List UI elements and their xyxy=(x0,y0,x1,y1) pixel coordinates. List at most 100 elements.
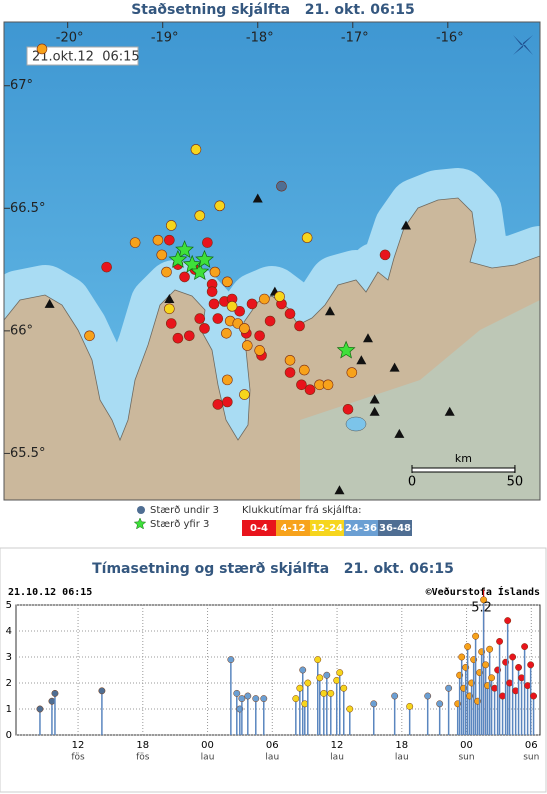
quake xyxy=(299,364,310,376)
x-tick-label: 12 xyxy=(72,740,85,751)
quake xyxy=(241,340,253,351)
quake-point xyxy=(336,669,344,677)
quake xyxy=(156,249,168,261)
x-tick-label: 00 xyxy=(460,740,473,751)
quake xyxy=(165,220,177,231)
quake xyxy=(304,384,316,395)
quake xyxy=(222,276,233,288)
quake xyxy=(209,266,221,278)
quake xyxy=(206,286,218,297)
quake-point xyxy=(304,679,312,687)
lat-tick-label: 66° xyxy=(10,323,33,338)
legend-swatch xyxy=(276,520,310,536)
quake xyxy=(274,291,285,302)
quake xyxy=(222,374,233,386)
x-tick-label: 00 xyxy=(201,740,214,751)
quake-point xyxy=(491,684,499,692)
quake xyxy=(226,301,238,312)
quake xyxy=(296,379,307,391)
legend-swatch xyxy=(242,520,276,536)
quake xyxy=(239,389,250,400)
quake-point xyxy=(316,674,324,682)
quake-point xyxy=(499,692,507,700)
quake-point xyxy=(244,692,252,700)
legend-label: 24-36 xyxy=(345,523,377,534)
large-quake xyxy=(190,262,210,281)
quake xyxy=(36,43,48,55)
station xyxy=(252,193,263,203)
legend-swatch xyxy=(378,520,412,536)
quake-point xyxy=(233,689,241,697)
y-tick-label: 3 xyxy=(6,652,12,663)
quake xyxy=(379,249,391,261)
legend-label: 0-4 xyxy=(250,523,268,534)
lat-tick-label: 67° xyxy=(10,78,33,93)
x-tick-day: fös xyxy=(71,753,85,763)
map-title: Staðsetning skjálfta 21. okt. 06:15 xyxy=(131,2,415,18)
map-frame xyxy=(3,21,541,501)
quake xyxy=(284,367,296,378)
quake xyxy=(254,345,265,356)
legend-swatch xyxy=(344,520,378,536)
quake-point xyxy=(524,682,532,690)
chart-title: Tímasetning og stærð skjálfta 21. okt. 0… xyxy=(92,561,454,577)
credit: ©Veðurstofa Íslands xyxy=(426,585,540,598)
legend-large: Stærð yfir 3 xyxy=(150,519,209,530)
quake xyxy=(152,234,164,246)
quake-point xyxy=(333,676,341,684)
quake-point xyxy=(314,656,322,664)
quake xyxy=(101,261,112,273)
quake xyxy=(222,396,233,408)
map-base xyxy=(4,22,540,500)
quake-point xyxy=(480,596,488,604)
large-quake xyxy=(168,249,188,268)
y-tick-label: 1 xyxy=(6,704,12,715)
x-tick-day: lau xyxy=(330,753,344,763)
quake xyxy=(284,308,296,320)
quake xyxy=(164,234,175,246)
quake-point xyxy=(445,684,453,692)
quake-point xyxy=(48,697,56,705)
quake-point xyxy=(515,663,523,671)
quake xyxy=(322,379,334,391)
quake-point xyxy=(36,705,44,713)
quake-point xyxy=(488,674,496,682)
quake xyxy=(164,303,175,315)
quake xyxy=(214,200,226,212)
quake-point xyxy=(391,692,399,700)
lake xyxy=(345,416,367,432)
legend-hours-title: Klukkutímar frá skjálfta: xyxy=(242,504,362,516)
large-quake xyxy=(195,249,214,268)
quake xyxy=(212,399,224,410)
quake xyxy=(284,354,296,366)
quake-point xyxy=(301,700,309,708)
quake xyxy=(246,298,258,310)
station xyxy=(369,406,380,416)
lon-tick-label: -17° xyxy=(341,31,369,46)
quake-point xyxy=(504,617,512,625)
map-layer xyxy=(36,43,455,495)
x-tick-day: lau xyxy=(265,753,279,763)
quake-point xyxy=(464,643,472,651)
quake xyxy=(259,293,270,305)
lon-tick-label: -18° xyxy=(246,31,274,46)
quake xyxy=(301,232,313,244)
quake-point xyxy=(292,695,300,703)
large-quake xyxy=(182,254,202,273)
x-tick-label: 12 xyxy=(331,740,344,751)
quake xyxy=(184,330,195,342)
quake-point xyxy=(98,687,106,695)
station xyxy=(444,406,455,416)
quake xyxy=(234,305,245,317)
quake xyxy=(172,332,184,344)
y-tick-label: 0 xyxy=(6,730,12,741)
quake-point xyxy=(299,666,307,674)
quake-point xyxy=(530,692,538,700)
quake-point xyxy=(260,695,268,703)
timestamp-box xyxy=(26,46,139,66)
quake-point xyxy=(486,645,494,653)
quake xyxy=(276,180,287,192)
large-quake xyxy=(336,340,356,359)
quake xyxy=(342,404,354,415)
station xyxy=(362,333,373,343)
